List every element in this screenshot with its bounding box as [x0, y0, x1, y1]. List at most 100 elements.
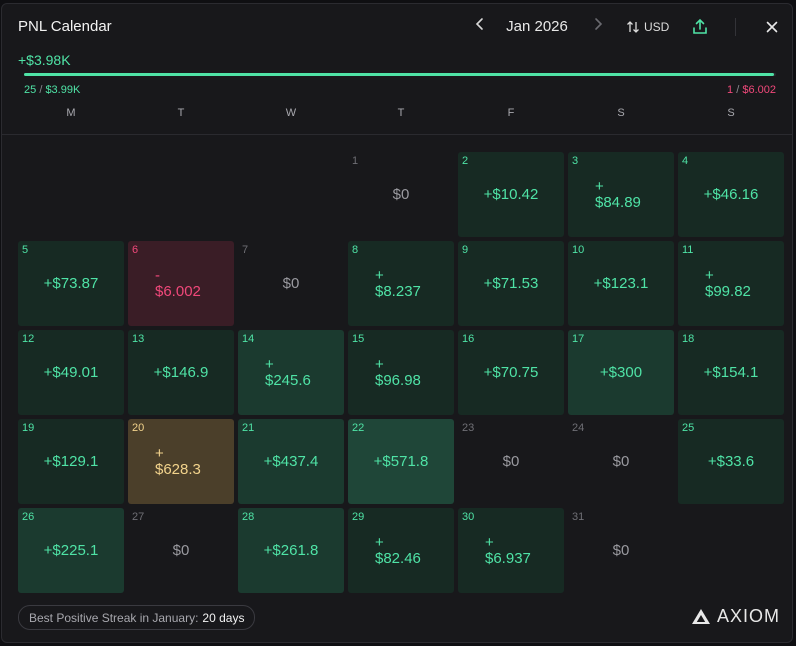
- day-cell[interactable]: 27 $0: [128, 508, 234, 593]
- day-pnl-value: +$70.75: [483, 364, 539, 381]
- export-button[interactable]: [689, 16, 711, 38]
- day-pnl-value: +$154.1: [703, 364, 759, 381]
- day-pnl-value: +$71.53: [483, 275, 539, 292]
- day-cell[interactable]: 15 + $96.98: [348, 330, 454, 415]
- day-pnl-value: +$146.9: [153, 364, 209, 381]
- day-number: 17: [572, 333, 585, 345]
- day-number: 15: [352, 333, 365, 345]
- day-pnl-value: $0: [392, 186, 410, 203]
- day-pnl-value: + $628.3: [155, 445, 201, 478]
- pnl-ratio-bar-fill: [24, 73, 775, 76]
- day-cell[interactable]: 19 +$129.1: [18, 419, 124, 504]
- day-pnl-value: $0: [502, 453, 520, 470]
- day-cell[interactable]: 2 +$10.42: [458, 152, 564, 237]
- day-cell[interactable]: 12 +$49.01: [18, 330, 124, 415]
- day-number: 6: [132, 244, 139, 256]
- day-cell[interactable]: 5 +$73.87: [18, 241, 124, 326]
- day-pnl-value: +$300: [599, 364, 643, 381]
- next-month-button[interactable]: [588, 16, 608, 38]
- day-cell[interactable]: 6 - $6.002: [128, 241, 234, 326]
- day-cell[interactable]: 29 + $82.46: [348, 508, 454, 593]
- positive-total: $3.99K: [45, 84, 81, 96]
- day-number: 9: [462, 244, 469, 256]
- streak-label: Best Positive Streak in January:: [29, 610, 199, 625]
- weekday-label: T: [177, 107, 185, 119]
- axiom-logo-icon: [691, 609, 710, 624]
- day-cell[interactable]: 31 $0: [568, 508, 674, 593]
- day-number: 31: [572, 511, 585, 523]
- day-number: 5: [22, 244, 29, 256]
- day-cell[interactable]: 21 +$437.4: [238, 419, 344, 504]
- weekday-label: S: [617, 107, 625, 119]
- day-number: 3: [572, 155, 579, 167]
- day-number: 16: [462, 333, 475, 345]
- day-cell[interactable]: 25 +$33.6: [678, 419, 784, 504]
- weekday-label: M: [66, 107, 76, 119]
- day-cell[interactable]: 7 $0: [238, 241, 344, 326]
- day-cell[interactable]: 23 $0: [458, 419, 564, 504]
- day-pnl-value: +$571.8: [373, 453, 429, 470]
- total-pnl: +$3.98K: [18, 52, 71, 68]
- brand-logo: AXIOM: [691, 606, 780, 627]
- prev-month-button[interactable]: [470, 16, 490, 38]
- day-number: 27: [132, 511, 145, 523]
- day-pnl-value: +$437.4: [263, 453, 319, 470]
- day-cell[interactable]: 17 +$300: [568, 330, 674, 415]
- streak-badge: Best Positive Streak in January: 20 days: [18, 605, 256, 630]
- day-pnl-value: + $99.82: [705, 267, 751, 300]
- day-cell[interactable]: 4 +$46.16: [678, 152, 784, 237]
- day-pnl-value: +$49.01: [43, 364, 99, 381]
- day-number: 30: [462, 511, 475, 523]
- day-number: 23: [462, 422, 475, 434]
- day-cell[interactable]: 14 + $245.6: [238, 330, 344, 415]
- day-pnl-value: + $6.937: [485, 534, 531, 567]
- currency-toggle[interactable]: USD: [626, 16, 669, 38]
- day-cell[interactable]: 24 $0: [568, 419, 674, 504]
- day-number: 8: [352, 244, 359, 256]
- day-cell[interactable]: 9 +$71.53: [458, 241, 564, 326]
- day-cell[interactable]: 10 +$123.1: [568, 241, 674, 326]
- day-cell[interactable]: 11 + $99.82: [678, 241, 784, 326]
- day-cell[interactable]: 3 + $84.89: [568, 152, 674, 237]
- day-number: 24: [572, 422, 585, 434]
- day-number: 22: [352, 422, 365, 434]
- positive-summary: 25 / $3.99K: [24, 84, 80, 96]
- day-cell[interactable]: 22 +$571.8: [348, 419, 454, 504]
- positive-separator: /: [39, 84, 43, 96]
- day-cell[interactable]: 13 +$146.9: [128, 330, 234, 415]
- day-cell[interactable]: 26 +$225.1: [18, 508, 124, 593]
- weekday-label: S: [727, 107, 735, 119]
- day-cell[interactable]: 1 $0: [348, 152, 454, 237]
- pnl-ratio-bar: [24, 73, 776, 76]
- header-divider: [735, 18, 736, 36]
- day-pnl-value: +$46.16: [703, 186, 759, 203]
- day-pnl-value: + $8.237: [375, 267, 421, 300]
- day-cell[interactable]: 28 +$261.8: [238, 508, 344, 593]
- day-pnl-value: $0: [172, 542, 190, 559]
- day-number: 28: [242, 511, 255, 523]
- close-icon: [766, 21, 778, 33]
- day-number: 13: [132, 333, 145, 345]
- day-pnl-value: $0: [612, 453, 630, 470]
- day-pnl-value: +$73.87: [43, 275, 99, 292]
- day-pnl-value: +$123.1: [593, 275, 649, 292]
- day-pnl-value: + $82.46: [375, 534, 421, 567]
- day-cell[interactable]: 18 +$154.1: [678, 330, 784, 415]
- day-pnl-value: + $96.98: [375, 356, 421, 389]
- day-pnl-value: +$129.1: [43, 453, 99, 470]
- header-separator: [2, 134, 792, 135]
- day-cell[interactable]: 20 + $628.3: [128, 419, 234, 504]
- day-pnl-value: $0: [282, 275, 300, 292]
- weekday-label: T: [397, 107, 405, 119]
- day-cell[interactable]: 8 + $8.237: [348, 241, 454, 326]
- day-number: 10: [572, 244, 585, 256]
- close-button[interactable]: [761, 16, 783, 38]
- day-number: 14: [242, 333, 255, 345]
- currency-label: USD: [644, 20, 670, 34]
- day-pnl-value: +$225.1: [43, 542, 99, 559]
- day-cell[interactable]: 30 + $6.937: [458, 508, 564, 593]
- day-cell[interactable]: 16 +$70.75: [458, 330, 564, 415]
- day-pnl-value: +$261.8: [263, 542, 319, 559]
- share-upload-icon: [693, 18, 707, 34]
